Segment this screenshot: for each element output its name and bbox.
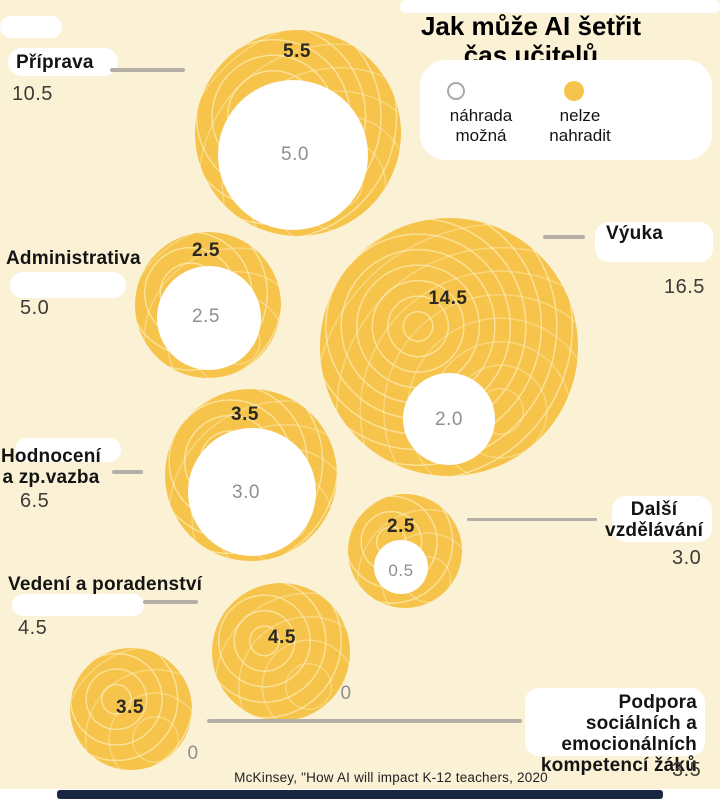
category-label-vedeni: Vedení a poradenství	[8, 574, 203, 595]
category-label-vyuka: Výuka	[606, 223, 663, 244]
bubble-vyuka-yellow	[320, 218, 578, 476]
value-vedeni-white: 0	[340, 683, 352, 704]
value-vedeni-yellow: 4.5	[268, 627, 296, 648]
whiteout-smudge	[0, 16, 62, 38]
footer-bar	[57, 790, 663, 799]
bubble-vyuka-white	[403, 373, 495, 465]
value-podpora-yellow: 3.5	[116, 697, 144, 718]
value-dalsi-vzdelavani-white: 0.5	[388, 561, 414, 580]
bubble-priprava-white	[218, 80, 368, 230]
legend-label-replaceable: náhrada možná	[449, 106, 513, 145]
value-administrativa-yellow: 2.5	[192, 240, 220, 261]
value-hodnoceni-white: 3.0	[232, 482, 260, 503]
value-administrativa-white: 2.5	[192, 306, 220, 327]
whiteout-smudge	[12, 594, 144, 616]
category-total-vedeni: 4.5	[18, 617, 48, 639]
category-label-administrativa: Administrativa	[6, 248, 141, 269]
whiteout-smudge	[15, 438, 121, 462]
legend-not-replaceable-icon	[564, 81, 584, 101]
legend-replaceable-icon	[447, 82, 465, 100]
value-hodnoceni-yellow: 3.5	[231, 404, 259, 425]
category-label-priprava: Příprava	[16, 52, 94, 73]
legend-panel	[420, 60, 712, 160]
whiteout-smudge	[10, 272, 126, 298]
whiteout-smudge	[8, 48, 118, 76]
value-dalsi-vzdelavani-yellow: 2.5	[387, 516, 415, 537]
category-label-hodnoceni: Hodnocení a zp.vazba	[1, 446, 101, 488]
leader-line-podpora	[207, 719, 522, 723]
category-total-podpora: 3.5	[672, 759, 702, 781]
bubble-dalsi-vzdelavani-white	[374, 540, 428, 594]
category-total-dalsi-vzdelavani: 3.0	[672, 547, 702, 569]
category-total-hodnoceni: 6.5	[20, 490, 50, 512]
value-vyuka-white: 2.0	[435, 409, 463, 430]
leader-line-vyuka	[543, 235, 585, 239]
bubble-podpora-yellow	[70, 648, 192, 770]
value-podpora-white: 0	[187, 743, 199, 764]
category-label-podpora: Podpora sociálních a emocionálních kompe…	[540, 692, 697, 776]
bubble-administrativa-white	[157, 266, 261, 370]
value-priprava-white: 5.0	[281, 144, 309, 165]
bubble-hodnoceni-white	[188, 428, 316, 556]
whiteout-smudge	[595, 222, 713, 262]
bubble-vedeni-yellow	[212, 583, 350, 721]
category-total-vyuka: 16.5	[664, 276, 705, 298]
leader-line-priprava	[110, 68, 185, 72]
category-label-dalsi-vzdelavani: Další vzdělávání	[604, 499, 704, 541]
value-priprava-yellow: 5.5	[283, 41, 311, 62]
legend-label-not-replaceable: nelze nahradit	[549, 106, 611, 145]
leader-line-hodnoceni	[112, 470, 143, 474]
leader-line-dalsi-vzdelavani	[467, 518, 597, 521]
whiteout-smudge	[525, 688, 705, 756]
whiteout-smudge	[612, 496, 712, 542]
whiteout-smudge	[400, 0, 720, 13]
source-credit: McKinsey, "How AI will impact K-12 teach…	[234, 770, 548, 785]
category-total-priprava: 10.5	[12, 83, 53, 105]
value-vyuka-yellow: 14.5	[428, 288, 468, 309]
leader-line-vedeni	[143, 600, 198, 604]
category-total-administrativa: 5.0	[20, 297, 50, 319]
